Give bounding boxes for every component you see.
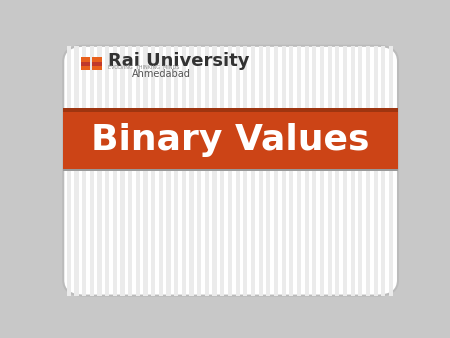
Bar — [235, 169, 240, 296]
Bar — [381, 46, 386, 108]
Bar — [228, 46, 232, 108]
Bar — [282, 46, 286, 108]
Bar — [220, 46, 225, 108]
Bar — [320, 169, 324, 296]
Bar — [235, 46, 240, 108]
Bar — [389, 169, 393, 296]
Bar — [63, 110, 398, 169]
Bar — [366, 169, 370, 296]
Bar — [282, 169, 286, 296]
Bar — [197, 169, 201, 296]
Bar — [197, 46, 201, 108]
Bar — [205, 169, 209, 296]
Bar — [82, 169, 86, 296]
Bar — [67, 46, 71, 108]
Bar — [274, 169, 278, 296]
Bar — [90, 46, 94, 108]
Bar — [351, 169, 355, 296]
Bar — [305, 46, 309, 108]
Bar — [82, 46, 86, 108]
Bar — [381, 169, 386, 296]
Bar — [92, 62, 102, 66]
Bar — [312, 169, 316, 296]
Bar — [90, 169, 94, 296]
Bar — [159, 46, 163, 108]
Bar — [389, 46, 393, 108]
Bar — [328, 169, 332, 296]
Bar — [297, 169, 301, 296]
Bar — [220, 169, 225, 296]
Bar — [343, 169, 347, 296]
Bar — [74, 169, 79, 296]
Bar — [63, 108, 398, 113]
Bar — [266, 169, 270, 296]
Bar — [81, 62, 90, 66]
Bar — [374, 46, 378, 108]
Bar — [144, 169, 148, 296]
Bar — [320, 46, 324, 108]
Bar — [136, 46, 140, 108]
Bar — [243, 169, 248, 296]
Bar — [374, 169, 378, 296]
Bar — [289, 46, 293, 108]
Bar — [266, 46, 270, 108]
Bar — [297, 46, 301, 108]
Bar — [182, 46, 186, 108]
Text: Binary Values: Binary Values — [91, 123, 370, 157]
Text: EVOLVING  THINKING  MINDS: EVOLVING THINKING MINDS — [108, 65, 179, 70]
Bar — [305, 169, 309, 296]
Bar — [189, 169, 194, 296]
Bar — [151, 169, 155, 296]
Bar — [289, 169, 293, 296]
Bar — [366, 46, 370, 108]
Bar — [335, 46, 339, 108]
Bar — [121, 46, 125, 108]
Bar — [166, 169, 171, 296]
FancyBboxPatch shape — [63, 46, 398, 296]
Bar — [97, 46, 102, 108]
Bar — [144, 46, 148, 108]
Bar — [174, 169, 178, 296]
Bar — [212, 46, 217, 108]
Bar — [189, 46, 194, 108]
Bar — [67, 169, 71, 296]
Bar — [351, 46, 355, 108]
Bar — [63, 108, 398, 110]
Bar — [105, 169, 109, 296]
Bar — [113, 169, 117, 296]
Bar — [251, 169, 255, 296]
Bar — [121, 169, 125, 296]
Bar — [151, 46, 155, 108]
Bar — [74, 46, 79, 108]
Bar — [128, 46, 132, 108]
Bar — [358, 169, 362, 296]
Bar — [259, 46, 263, 108]
Bar — [182, 169, 186, 296]
Bar — [105, 46, 109, 108]
Bar — [358, 46, 362, 108]
Bar — [243, 46, 248, 108]
Bar — [259, 169, 263, 296]
Bar — [97, 169, 102, 296]
Bar — [159, 169, 163, 296]
Bar — [335, 169, 339, 296]
Bar — [63, 169, 398, 171]
Bar — [174, 46, 178, 108]
Text: Rai University: Rai University — [108, 52, 249, 70]
Bar — [228, 169, 232, 296]
Bar — [343, 46, 347, 108]
Bar — [212, 169, 217, 296]
Bar — [113, 46, 117, 108]
Bar — [128, 169, 132, 296]
Bar — [92, 57, 102, 71]
Bar — [166, 46, 171, 108]
Text: Ahmedabad: Ahmedabad — [131, 69, 190, 79]
Bar — [251, 46, 255, 108]
Bar — [328, 46, 332, 108]
Bar — [274, 46, 278, 108]
Bar — [81, 57, 90, 71]
Bar — [205, 46, 209, 108]
Bar — [136, 169, 140, 296]
Bar — [312, 46, 316, 108]
